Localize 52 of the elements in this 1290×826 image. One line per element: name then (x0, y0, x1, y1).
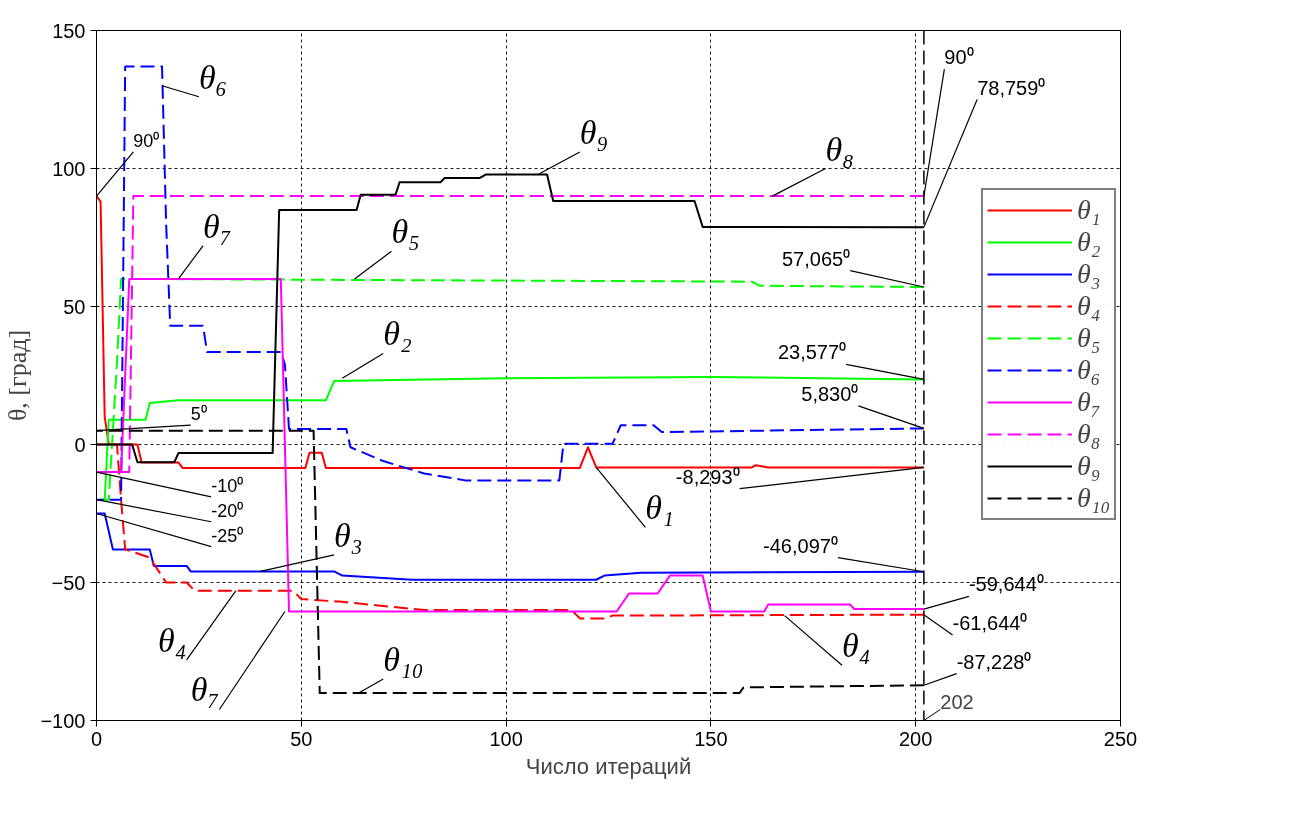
annotation: θ₁₀ (383, 641, 424, 679)
legend-label: θ₁ (1077, 194, 1101, 226)
annotation: θ₇ (190, 671, 220, 709)
annotation: 90⁰ (944, 46, 974, 69)
legend-label: θ₄ (1077, 290, 1101, 322)
annotation: -10⁰ (211, 475, 244, 496)
annotation: 78,759⁰ (977, 76, 1046, 99)
annotation: θ₄ (841, 627, 871, 665)
annotation: -46,097⁰ (763, 534, 838, 557)
annotation: θ₃ (334, 516, 363, 554)
legend-label: θ₆ (1077, 354, 1101, 386)
legend-label: θ₃ (1077, 258, 1101, 290)
annotation: θ₈ (825, 130, 855, 168)
annotation: -25⁰ (211, 525, 244, 546)
annotation: θ₁ (645, 489, 674, 527)
annotation: θ₆ (198, 58, 228, 96)
y-tick-label: 50 (63, 295, 86, 318)
annotation: θ₅ (391, 213, 420, 251)
annotation: θ₇ (203, 207, 232, 245)
x-tick-label: 250 (1103, 727, 1138, 750)
x-tick-label: 0 (90, 727, 103, 750)
legend-label: θ₁₀ (1077, 482, 1111, 514)
y-tick-label: −100 (40, 709, 86, 732)
x-tick-label: 100 (489, 727, 523, 750)
y-tick-label: 100 (52, 157, 86, 180)
x-tick-label: 200 (899, 727, 933, 750)
annotation: -61,644⁰ (952, 611, 1028, 634)
legend-label: θ₈ (1077, 418, 1101, 450)
y-tick-label: 0 (74, 433, 86, 456)
annotation: θ₂ (383, 315, 412, 353)
annotation: 5⁰ (190, 404, 207, 425)
legend-label: θ₉ (1077, 450, 1101, 482)
annotation: 57,065⁰ (781, 247, 851, 270)
annotation: θ₄ (158, 621, 187, 659)
legend-label: θ₇ (1077, 386, 1101, 418)
annotation: 23,577⁰ (777, 341, 847, 364)
annotation: θ₉ (579, 113, 609, 151)
legend-label: θ₅ (1077, 322, 1101, 354)
annotation: -59,644⁰ (968, 573, 1044, 596)
annotation: -87,228⁰ (956, 650, 1032, 673)
y-tick-label: 150 (52, 19, 86, 42)
annotation: 90⁰ (133, 130, 160, 151)
legend-label: θ₂ (1077, 226, 1101, 258)
x-tick-label: 50 (290, 727, 313, 750)
annotation: -20⁰ (211, 500, 244, 521)
annotation: 5,830⁰ (801, 382, 859, 405)
x-tick-label: 150 (694, 727, 728, 750)
ref-line-label: 202 (940, 691, 974, 714)
x-axis-title: Число итераций (525, 753, 692, 779)
annotation: -8,293⁰ (675, 465, 740, 488)
y-axis-title: θ, [град] (3, 329, 33, 422)
y-tick-label: −50 (51, 571, 86, 594)
